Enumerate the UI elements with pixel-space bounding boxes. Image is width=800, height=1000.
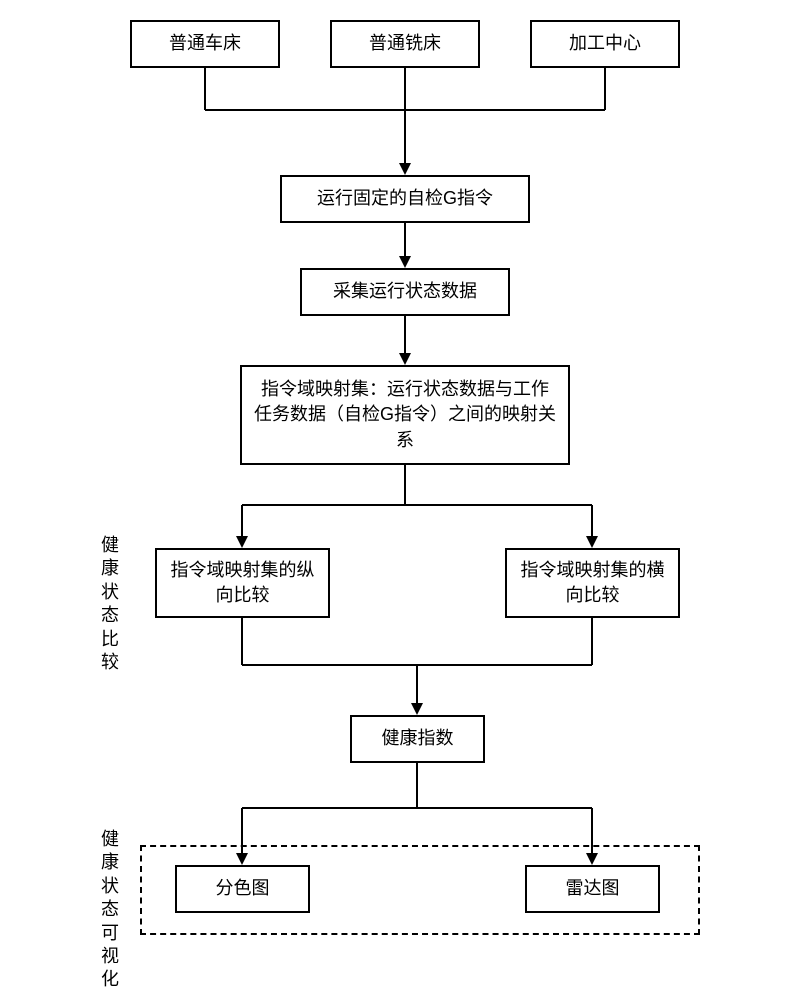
node-collect: 采集运行状态数据 [300,268,510,316]
node-lathe: 普通车床 [130,20,280,68]
side-label-health-visual: 健康状态可视化 [100,828,120,992]
node-longitudinal: 指令域映射集的纵向比较 [155,548,330,618]
label: 雷达图 [566,876,620,901]
node-radar-chart: 雷达图 [525,865,660,913]
label: 健康指数 [382,726,454,751]
side-label-health-compare: 健康状态比较 [100,534,120,674]
node-machcenter: 加工中心 [530,20,680,68]
label: 指令域映射集的横向比较 [519,558,666,608]
node-transverse: 指令域映射集的横向比较 [505,548,680,618]
label: 加工中心 [569,31,641,56]
label: 普通车床 [169,31,241,56]
node-health-index: 健康指数 [350,715,485,763]
node-color-chart: 分色图 [175,865,310,913]
label: 指令域映射集：运行状态数据与工作任务数据（自检G指令）之间的映射关系 [254,377,556,453]
label: 普通铣床 [369,31,441,56]
node-mill: 普通铣床 [330,20,480,68]
node-mapping: 指令域映射集：运行状态数据与工作任务数据（自检G指令）之间的映射关系 [240,365,570,465]
label: 采集运行状态数据 [333,279,477,304]
node-gcode: 运行固定的自检G指令 [280,175,530,223]
label: 分色图 [216,876,270,901]
label: 指令域映射集的纵向比较 [169,558,316,608]
label: 运行固定的自检G指令 [317,186,493,211]
